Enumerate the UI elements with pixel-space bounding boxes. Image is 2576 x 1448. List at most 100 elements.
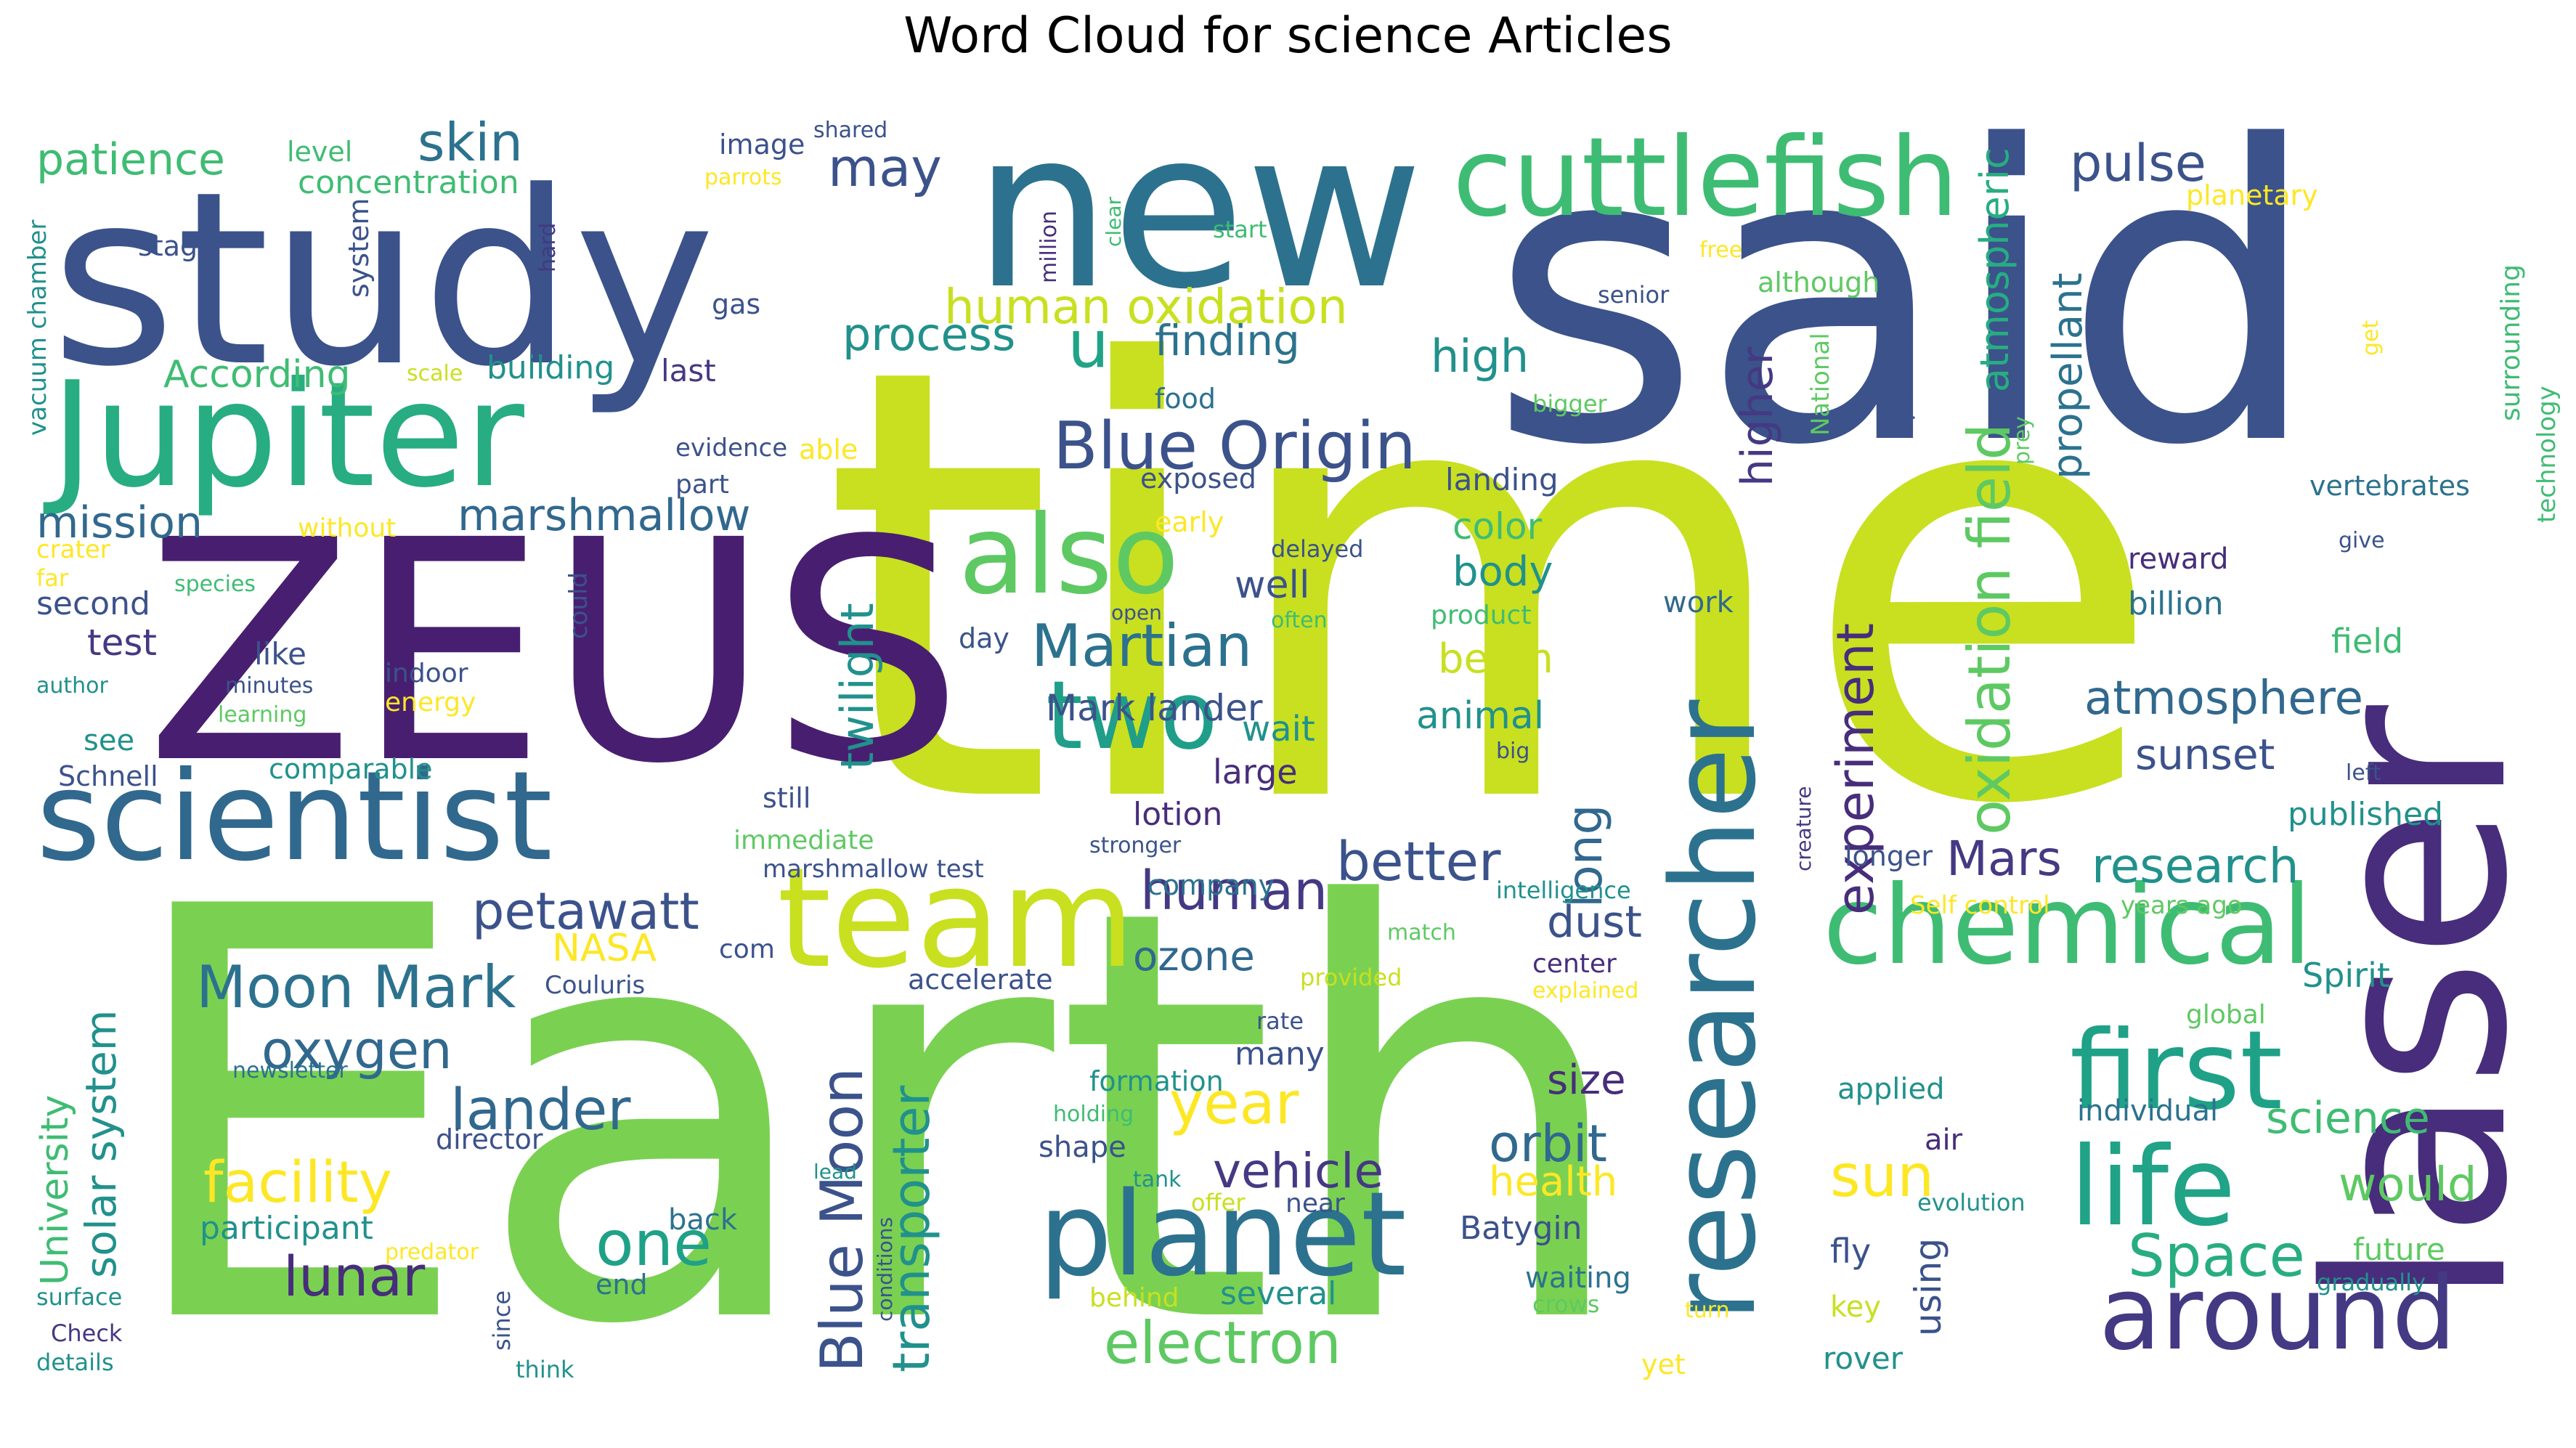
- word-beam: beam: [1438, 635, 1553, 683]
- word-twilight: twilight: [831, 603, 884, 770]
- word-years-ago: years ago: [2121, 891, 2243, 920]
- word-petawatt: petawatt: [472, 882, 699, 941]
- word-evidence: evidence: [675, 434, 788, 463]
- word-prey: prey: [2010, 416, 2035, 465]
- word-crater: crater: [36, 535, 110, 564]
- word-key: key: [1830, 1290, 1882, 1324]
- word-exposed: exposed: [1140, 463, 1256, 495]
- word-building: building: [487, 349, 615, 386]
- word-offer: offer: [1191, 1189, 1246, 1216]
- word-reward: reward: [2128, 542, 2229, 576]
- word-com: com: [719, 935, 775, 964]
- word-image: image: [719, 129, 805, 160]
- word-planet: planet: [1039, 1166, 1407, 1302]
- word-mission: mission: [36, 497, 203, 548]
- word-participant: participant: [200, 1210, 373, 1247]
- word-minutes: minutes: [225, 673, 314, 699]
- word-back: back: [668, 1203, 738, 1237]
- word-said: said: [1489, 61, 2321, 534]
- word-propellant: propellant: [2044, 272, 2092, 479]
- word-lotion: lotion: [1133, 796, 1223, 833]
- word-landing: landing: [1445, 462, 1559, 497]
- word-nasa: NASA: [552, 927, 657, 970]
- word-cloud: time Earth said ZEUS study new laser Jup…: [23, 94, 2562, 1402]
- word-rover: rover: [1823, 1341, 1903, 1376]
- word-applied: applied: [1837, 1073, 1945, 1106]
- word-researcher: researcher: [1646, 699, 1781, 1322]
- word-free: free: [1699, 237, 1743, 263]
- word-vehicle: vehicle: [1213, 1143, 1384, 1199]
- word-scientist: scientist: [36, 745, 553, 889]
- word-million: million: [1036, 211, 1062, 283]
- word-formation: formation: [1089, 1065, 1224, 1097]
- word-shared: shared: [813, 118, 888, 143]
- word-far: far: [36, 564, 69, 592]
- word-tank: tank: [1133, 1167, 1182, 1192]
- word-published: published: [2288, 796, 2444, 833]
- word-schnell: Schnell: [58, 760, 158, 792]
- word-explained: explained: [1532, 978, 1639, 1004]
- chart-title: Word Cloud for science Articles: [903, 7, 1673, 65]
- word-director: director: [436, 1123, 543, 1155]
- word-predator: predator: [385, 1240, 479, 1265]
- word-planetary: planetary: [2186, 179, 2318, 211]
- word-oxygen: oxygen: [261, 1020, 452, 1081]
- word-may: may: [828, 137, 942, 198]
- word-couluris: Couluris: [545, 971, 646, 1000]
- word-research: research: [2092, 838, 2299, 894]
- word-solar-system: solar system: [76, 1009, 126, 1278]
- word-billion: billion: [2128, 585, 2224, 622]
- word-national: National: [1806, 333, 1835, 436]
- word-zeus: ZEUS: [145, 476, 964, 831]
- word-moon-mark: Moon Mark: [196, 953, 516, 1021]
- word-according: According: [163, 353, 351, 396]
- word-rate: rate: [1256, 1007, 1304, 1035]
- word-two: two: [1046, 660, 1218, 770]
- word-finding: finding: [1155, 316, 1300, 365]
- word-delayed: delayed: [1271, 535, 1364, 563]
- word-time: time: [821, 242, 2166, 935]
- word-around: around: [2099, 1255, 2457, 1373]
- word-large: large: [1213, 752, 1298, 792]
- word-holding: holding: [1053, 1102, 1134, 1127]
- word-jupiter: Jupiter: [51, 351, 524, 520]
- word-since: since: [488, 1290, 516, 1351]
- word-details: details: [36, 1349, 114, 1376]
- word-also: also: [959, 492, 1179, 619]
- word-batygin: Batygin: [1460, 1210, 1582, 1247]
- word-blue-moon: Blue Moon: [808, 1067, 876, 1372]
- word-martian: Martian: [1031, 612, 1253, 680]
- word-study: study: [51, 140, 716, 419]
- word-waiting: waiting: [1525, 1261, 1631, 1295]
- word-pulse: pulse: [2070, 134, 2206, 193]
- word-still: still: [763, 782, 811, 814]
- word-human: human: [1140, 860, 1328, 922]
- word-surrounding: surrounding: [2496, 264, 2526, 421]
- word-senior: senior: [1598, 281, 1670, 309]
- word-get: get: [2358, 320, 2384, 356]
- word-center: center: [1532, 949, 1617, 979]
- word-turn: turn: [1685, 1298, 1730, 1323]
- word-creature: creature: [1792, 786, 1816, 871]
- word-human-oxidation: human oxidation: [944, 279, 1348, 335]
- word-space: Space: [2128, 1222, 2305, 1290]
- word-lander: lander: [450, 1078, 631, 1143]
- word-vacuum-chamber: vacuum chamber: [23, 219, 52, 436]
- word-energy: energy: [385, 688, 476, 717]
- word-individual: individual: [2077, 1094, 2219, 1128]
- word-learning: learning: [218, 702, 307, 728]
- word-hard: hard: [535, 222, 561, 272]
- word-species: species: [174, 572, 256, 597]
- word-often: often: [1271, 608, 1328, 633]
- word-higher: higher: [1732, 346, 1783, 487]
- word-parrots: parrots: [704, 165, 782, 190]
- word-although: although: [1758, 267, 1880, 298]
- word-future: future: [2353, 1232, 2445, 1267]
- word-blue-origin: Blue Origin: [1053, 408, 1416, 484]
- word-patience: patience: [36, 134, 225, 185]
- word-u: u: [1068, 306, 1110, 383]
- word-concentration: concentration: [298, 164, 519, 201]
- word-technology: technology: [2532, 386, 2561, 523]
- word-day: day: [959, 622, 1009, 654]
- word-stage: stage: [138, 230, 215, 262]
